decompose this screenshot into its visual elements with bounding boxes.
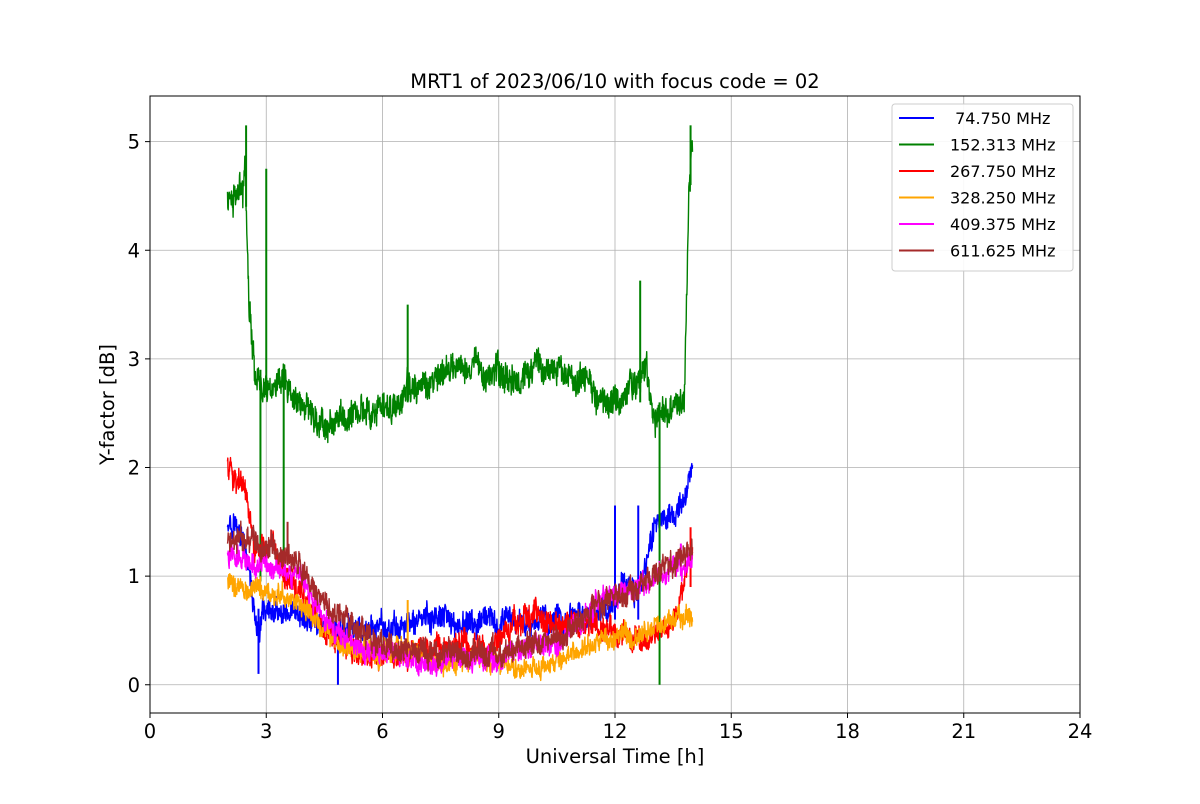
legend-label: 611.625 MHz bbox=[950, 242, 1055, 261]
legend-label: 409.375 MHz bbox=[950, 215, 1055, 234]
legend-label: 328.250 MHz bbox=[950, 189, 1055, 208]
y-tick-label: 5 bbox=[128, 131, 140, 154]
legend-box bbox=[891, 103, 1074, 272]
x-tick-label: 15 bbox=[719, 720, 744, 743]
y-tick-label: 4 bbox=[128, 239, 140, 262]
series-5 bbox=[226, 520, 694, 672]
x-tick-label: 0 bbox=[144, 720, 156, 743]
series-line bbox=[226, 140, 694, 444]
x-tick-label: 24 bbox=[1068, 720, 1093, 743]
legend: 74.750 MHz 152.313 MHz 267.750 MHz 328.250 … bbox=[891, 103, 1074, 272]
legend-label: 74.750 MHz bbox=[950, 109, 1050, 128]
y-tick-label: 2 bbox=[128, 457, 140, 480]
x-tick-label: 6 bbox=[376, 720, 388, 743]
x-tick-label: 21 bbox=[951, 720, 976, 743]
y-axis-label: Y-factor [dB] bbox=[96, 344, 119, 466]
x-tick-label: 12 bbox=[603, 720, 628, 743]
x-tick-label: 9 bbox=[493, 720, 505, 743]
x-axis-label: Universal Time [h] bbox=[526, 745, 705, 768]
x-tick-label: 18 bbox=[835, 720, 860, 743]
series-line bbox=[226, 520, 694, 672]
chart-title: MRT1 of 2023/06/10 with focus code = 02 bbox=[410, 70, 819, 93]
series-layer bbox=[226, 125, 694, 685]
legend-label: 267.750 MHz bbox=[950, 162, 1055, 181]
y-tick-label: 0 bbox=[128, 674, 140, 697]
y-tick-label: 1 bbox=[128, 565, 140, 588]
x-tick-label: 3 bbox=[260, 720, 272, 743]
legend-label: 152.313 MHz bbox=[950, 136, 1055, 155]
y-tick-label: 3 bbox=[128, 348, 140, 371]
series-1 bbox=[226, 125, 694, 685]
